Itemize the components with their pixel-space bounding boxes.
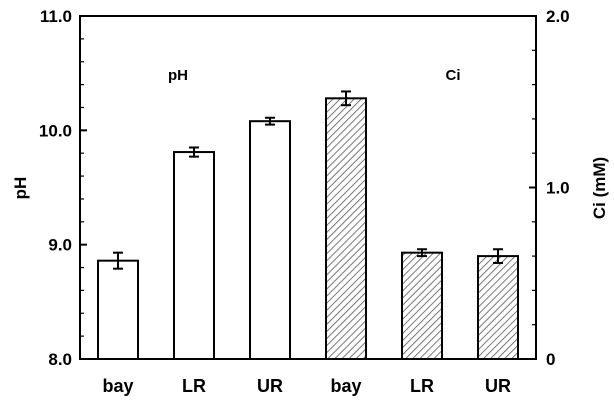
- category-label: bay: [330, 376, 361, 396]
- left-tick-label: 10.0: [39, 121, 72, 140]
- plot-area: 8.0 9.0 10.0 11.0 0 1.0 2.0 bay LR UR bay LR UR: [39, 7, 570, 396]
- right-tick-label: 1.0: [546, 179, 570, 198]
- error-bar-1-3: [265, 116, 275, 126]
- bar-2-6: [477, 255, 519, 361]
- right-axis-title: Ci (mM): [590, 157, 609, 219]
- category-label: UR: [257, 376, 283, 396]
- annotation-ci: Ci: [446, 67, 461, 84]
- left-tick-label: 9.0: [48, 236, 72, 255]
- category-label: LR: [410, 376, 434, 396]
- annotation-ph: pH: [168, 67, 188, 84]
- error-bar-1-2: [189, 146, 199, 158]
- plot-frame: [79, 15, 537, 360]
- bar-2-4: [325, 97, 367, 360]
- error-bar-2-5: [417, 248, 427, 258]
- left-tick-label: 8.0: [48, 350, 72, 369]
- category-label: bay: [102, 376, 133, 396]
- error-bar-2-6: [493, 248, 503, 264]
- right-tick-label: 2.0: [546, 7, 570, 26]
- bar-1-1: [97, 259, 139, 361]
- bar-1-2: [173, 151, 215, 360]
- category-label: UR: [485, 376, 511, 396]
- error-bar-2-4: [341, 90, 351, 107]
- error-bar-1-1: [113, 251, 123, 270]
- bar-2-5: [401, 251, 443, 360]
- category-label: LR: [182, 376, 206, 396]
- left-tick-label: 11.0: [40, 7, 72, 26]
- left-axis-title: pH: [11, 177, 30, 200]
- right-tick-label: 0: [546, 350, 555, 369]
- bar-1-3: [249, 120, 291, 361]
